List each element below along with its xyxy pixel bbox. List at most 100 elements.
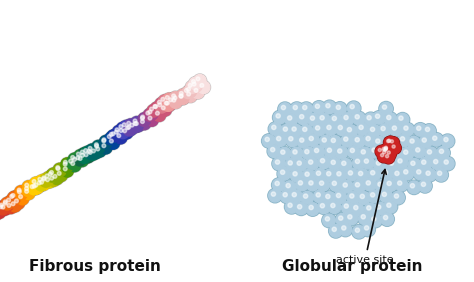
Circle shape	[407, 136, 420, 149]
Circle shape	[322, 191, 337, 205]
Circle shape	[364, 159, 369, 163]
Circle shape	[434, 159, 438, 164]
Circle shape	[361, 222, 375, 237]
Circle shape	[316, 177, 330, 192]
Circle shape	[275, 160, 280, 164]
Circle shape	[42, 176, 46, 180]
Circle shape	[158, 95, 171, 107]
Circle shape	[151, 102, 163, 114]
Circle shape	[338, 216, 343, 220]
Circle shape	[381, 146, 392, 157]
Circle shape	[265, 137, 269, 142]
Circle shape	[401, 147, 414, 160]
Circle shape	[381, 168, 393, 180]
Circle shape	[346, 101, 361, 115]
Circle shape	[364, 203, 377, 216]
Circle shape	[376, 146, 387, 157]
Circle shape	[368, 168, 381, 181]
Circle shape	[331, 203, 335, 208]
Circle shape	[325, 146, 337, 158]
Circle shape	[29, 181, 43, 195]
Circle shape	[117, 122, 129, 135]
Circle shape	[356, 122, 370, 136]
Circle shape	[128, 121, 140, 133]
Circle shape	[299, 102, 313, 116]
Circle shape	[135, 122, 138, 125]
Circle shape	[332, 227, 337, 232]
Circle shape	[300, 103, 313, 115]
Circle shape	[3, 201, 7, 205]
Circle shape	[191, 85, 205, 99]
Circle shape	[361, 215, 365, 219]
Circle shape	[386, 158, 400, 172]
Circle shape	[111, 127, 125, 141]
Circle shape	[340, 112, 355, 126]
Circle shape	[50, 171, 64, 185]
Circle shape	[344, 211, 359, 226]
Circle shape	[378, 144, 392, 158]
Circle shape	[32, 180, 36, 183]
Circle shape	[418, 179, 432, 193]
Circle shape	[120, 126, 133, 139]
Circle shape	[291, 103, 303, 115]
Circle shape	[423, 168, 436, 181]
Circle shape	[293, 150, 297, 154]
Circle shape	[111, 132, 115, 136]
Circle shape	[342, 201, 354, 214]
Circle shape	[401, 123, 414, 136]
Circle shape	[348, 171, 353, 175]
Circle shape	[373, 157, 387, 172]
Circle shape	[172, 98, 176, 102]
Circle shape	[99, 135, 113, 149]
Circle shape	[391, 190, 405, 205]
Circle shape	[306, 133, 320, 147]
Circle shape	[73, 157, 76, 161]
Circle shape	[15, 199, 18, 203]
Circle shape	[290, 168, 304, 183]
Circle shape	[380, 167, 394, 181]
Circle shape	[269, 189, 282, 202]
Circle shape	[285, 113, 298, 126]
Circle shape	[84, 147, 97, 160]
Circle shape	[123, 129, 127, 133]
Circle shape	[177, 91, 189, 104]
Circle shape	[22, 184, 35, 197]
Circle shape	[389, 122, 403, 137]
Circle shape	[32, 184, 36, 188]
Circle shape	[176, 91, 190, 105]
Circle shape	[378, 148, 382, 152]
Circle shape	[406, 135, 421, 150]
Circle shape	[68, 153, 82, 166]
Circle shape	[292, 127, 296, 131]
Circle shape	[100, 136, 112, 149]
Circle shape	[368, 213, 383, 228]
Circle shape	[326, 103, 330, 108]
Circle shape	[155, 100, 168, 113]
Circle shape	[102, 144, 106, 148]
Circle shape	[388, 139, 391, 142]
Circle shape	[64, 160, 67, 164]
Circle shape	[366, 136, 370, 141]
Circle shape	[323, 122, 338, 136]
Circle shape	[417, 170, 421, 174]
Circle shape	[34, 183, 38, 187]
Circle shape	[100, 141, 112, 154]
Circle shape	[372, 135, 387, 150]
Circle shape	[324, 169, 337, 182]
Circle shape	[166, 95, 179, 108]
Circle shape	[56, 166, 60, 169]
Circle shape	[68, 158, 82, 172]
Circle shape	[127, 125, 131, 129]
Circle shape	[306, 178, 319, 191]
Circle shape	[273, 157, 285, 170]
Circle shape	[396, 113, 409, 126]
Circle shape	[347, 146, 360, 158]
Circle shape	[267, 144, 282, 158]
Circle shape	[383, 112, 398, 126]
Circle shape	[338, 222, 353, 237]
Circle shape	[161, 106, 165, 110]
Circle shape	[380, 148, 391, 159]
Circle shape	[108, 129, 122, 142]
Circle shape	[288, 203, 292, 208]
Circle shape	[124, 119, 137, 131]
